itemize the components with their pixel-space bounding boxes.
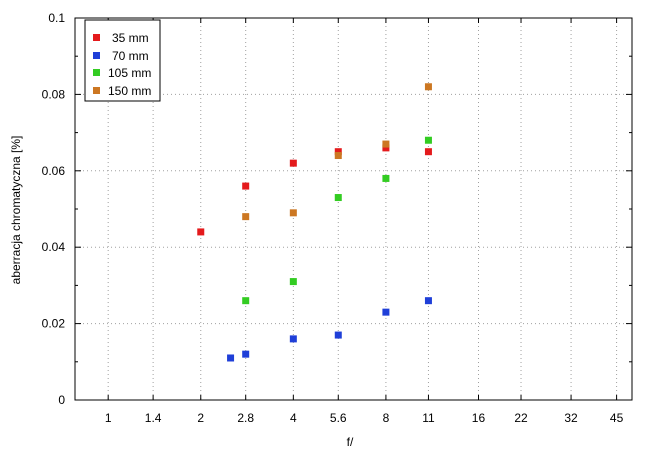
legend-label-35mm: 35 mm <box>112 31 149 45</box>
data-point <box>289 159 297 167</box>
data-point <box>289 209 297 217</box>
data-point <box>334 194 342 202</box>
y-tick-label: 0.1 <box>48 11 65 25</box>
grid <box>75 18 632 400</box>
data-point <box>334 331 342 339</box>
data-point <box>242 213 250 221</box>
data-point <box>289 335 297 343</box>
y-tick-labels: 0 0.02 0.04 0.06 0.08 0.1 <box>42 11 66 407</box>
data-point <box>242 297 250 305</box>
legend-entry: 35 mm <box>93 31 149 45</box>
legend-label-70mm: 70 mm <box>112 49 149 63</box>
y-tick-label: 0 <box>58 393 65 407</box>
series-105-mm <box>242 136 432 305</box>
data-point <box>424 136 432 144</box>
y-tick-label: 0.04 <box>42 240 66 254</box>
data-point <box>334 152 342 160</box>
data-point <box>382 140 390 148</box>
x-tick-label: 8 <box>383 411 390 425</box>
series-150-mm <box>242 83 432 221</box>
x-axis-label: f/ <box>347 435 354 449</box>
legend-marker-35mm <box>93 34 100 41</box>
y-tick-label: 0.02 <box>42 317 66 331</box>
data-point <box>289 278 297 286</box>
legend: 35 mm 70 mm 105 mm 150 mm <box>84 19 161 102</box>
data-point <box>382 308 390 316</box>
data-point <box>242 350 250 358</box>
legend-entry: 70 mm <box>93 49 149 63</box>
y-tick-label: 0.08 <box>42 87 66 101</box>
legend-label-105mm: 105 mm <box>108 66 151 80</box>
legend-marker-150mm <box>93 87 100 94</box>
x-tick-label: 45 <box>610 411 624 425</box>
x-tick-label: 22 <box>514 411 528 425</box>
data-point <box>242 182 250 190</box>
data-point <box>424 297 432 305</box>
x-tick-label: 32 <box>564 411 578 425</box>
legend-entry: 150 mm <box>93 84 151 98</box>
x-tick-label: 4 <box>290 411 297 425</box>
data-point <box>227 354 235 362</box>
x-tick-label: 2 <box>197 411 204 425</box>
series-70-mm <box>227 297 432 362</box>
y-axis-label: aberracja chromatyczna [%] <box>9 136 23 285</box>
x-tick-label: 5.6 <box>330 411 347 425</box>
data-point <box>334 148 342 156</box>
x-tick-label: 11 <box>422 411 435 425</box>
data-point <box>382 174 390 182</box>
x-tick-labels: 1 1.4 2 2.8 4 5.6 8 11 16 22 32 45 <box>105 411 624 425</box>
x-tick-label: 2.8 <box>237 411 254 425</box>
x-tick-label: 1 <box>105 411 112 425</box>
axis-ticks <box>75 17 632 401</box>
legend-marker-70mm <box>93 52 100 59</box>
x-tick-label: 1.4 <box>145 411 162 425</box>
legend-entry: 105 mm <box>93 66 151 80</box>
data-point <box>197 228 205 236</box>
x-tick-label: 16 <box>472 411 486 425</box>
series-35-mm <box>197 144 432 236</box>
y-tick-label: 0.06 <box>42 164 66 178</box>
data-point <box>424 148 432 156</box>
legend-marker-105mm <box>93 69 100 76</box>
data-point <box>424 83 432 91</box>
data-points <box>197 83 432 362</box>
data-point <box>382 144 390 152</box>
legend-label-150mm: 150 mm <box>108 84 151 98</box>
